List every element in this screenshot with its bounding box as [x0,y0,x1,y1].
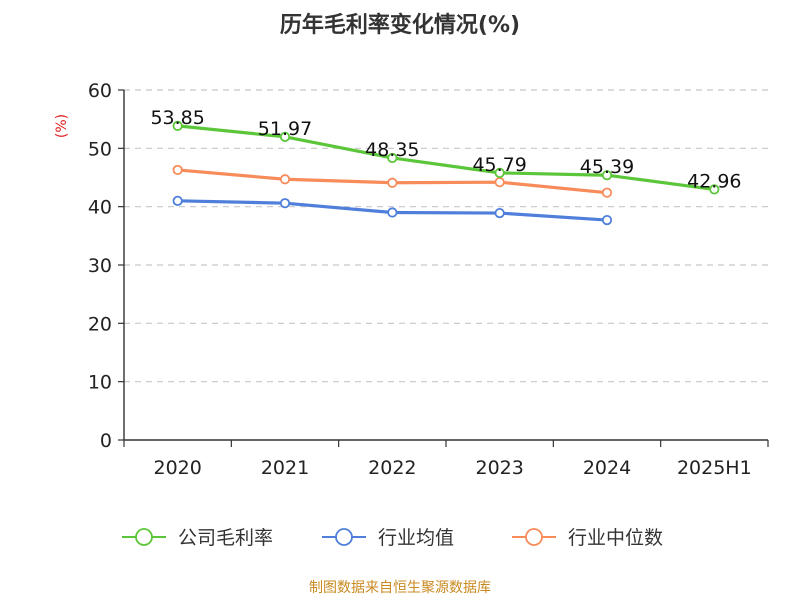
data-point [172,120,183,131]
x-tick-label: 2020 [153,457,201,479]
legend: 公司毛利率 行业均值 行业中位数 [122,527,663,549]
data-label: 42.96 [687,170,741,192]
data-point [494,167,505,178]
gridlines [124,89,768,383]
data-source-note: 制图数据来自恒生聚源数据库 [309,580,491,596]
chart-title: 历年毛利率变化情况(%) [280,12,520,38]
data-label: 45.79 [472,154,526,176]
x-tick-label: 2024 [583,457,631,479]
data-point [387,207,398,218]
data-point [279,198,291,209]
y-tick-label: 50 [88,138,112,160]
legend-label: 公司毛利率 [178,527,273,549]
legend-marker [525,528,543,546]
data-label: 48.35 [365,139,419,161]
data-label: 45.39 [580,156,634,178]
data-point [601,170,613,181]
y-tick-label: 40 [88,197,112,219]
y-axis-unit-label: (%) [54,114,70,138]
legend-marker [335,528,353,546]
x-tick-label: 2023 [475,457,523,479]
series-line [176,124,716,191]
data-point [279,174,291,185]
data-point [172,164,183,176]
data-labels: 53.85 51.97 48.35 45.79 45.39 42.96 [150,107,741,193]
data-point [172,195,183,206]
y-tick-label: 10 [88,372,112,394]
x-tick-label: 2022 [368,457,416,479]
data-point [387,152,398,164]
data-point [709,184,720,195]
y-tick-label: 60 [88,80,112,102]
y-tick-label: 30 [88,255,112,277]
series-lines [172,120,720,226]
data-point [494,207,505,219]
axes: 0 10 20 30 40 50 60 2020 2021 2022 2023 2024 2025H1 [88,80,769,479]
data-point [387,177,398,188]
data-point [494,177,505,188]
data-point [601,187,613,198]
y-tick-label: 0 [100,430,112,452]
x-tick-label: 2025H1 [677,457,752,479]
x-tick-label: 2021 [261,457,309,479]
legend-label: 行业均值 [378,527,454,549]
legend-marker [135,528,153,546]
data-point [601,214,613,226]
data-label: 53.85 [150,107,204,129]
data-label: 51.97 [258,118,312,140]
data-point [279,131,291,142]
y-tick-label: 20 [88,313,112,335]
legend-label: 行业中位数 [568,527,663,549]
